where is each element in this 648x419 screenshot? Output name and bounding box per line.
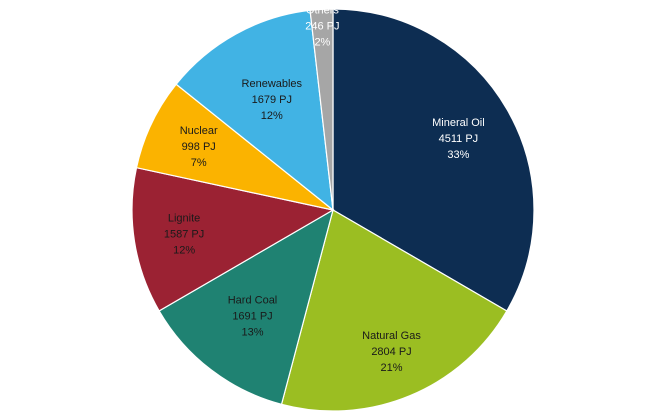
pie-value-lignite: 1587 PJ	[164, 229, 204, 241]
pie-percent-renewables: 12%	[261, 110, 283, 122]
pie-label-hard-coal: Hard Coal 1691 PJ 13%	[228, 294, 278, 338]
pie-slice-mineral-oil	[332, 8, 535, 312]
pie-slice-hard-coal	[158, 208, 334, 406]
pie-label-mineral-oil: Mineral Oil	[432, 117, 485, 129]
pie-label-nuclear: Nuclear	[180, 125, 218, 137]
pie-labels: Mineral Oil 4511 PJ 33% Natural Gas 2804 PJ 2…	[164, 4, 485, 374]
pie-label-others: Others	[306, 4, 340, 16]
pie-label-lignite: Lignite 1587 PJ 12%	[164, 213, 204, 257]
pie-label-hard-coal: Hard Coal	[228, 294, 278, 306]
pie-value-others: 246 PJ	[305, 20, 339, 32]
pie-slice-lignite	[131, 166, 335, 312]
pie-value-mineral-oil: 4511 PJ	[439, 133, 479, 145]
pie-label-natural-gas: Natural Gas 2804 PJ 21%	[362, 330, 421, 374]
pie-label-natural-gas: Natural Gas	[362, 330, 421, 342]
pie-percent-hard-coal: 13%	[241, 326, 263, 338]
pie-label-renewables: Renewables 1679 PJ 12%	[242, 78, 303, 122]
pie-percent-others: 2%	[314, 36, 330, 48]
pie-slice-natural-gas	[280, 209, 508, 412]
pie-value-hard-coal: 1691 PJ	[232, 310, 272, 322]
pie-slice-renewables	[175, 9, 334, 212]
pie-value-nuclear: 998 PJ	[182, 141, 216, 153]
pie-label-lignite: Lignite	[168, 213, 200, 225]
pie-label-others: Others 246 PJ 2%	[305, 4, 339, 48]
pie-label-nuclear: Nuclear 998 PJ 7%	[180, 125, 218, 169]
pie-value-natural-gas: 2804 PJ	[371, 346, 411, 358]
pie-percent-natural-gas: 21%	[380, 362, 402, 374]
pie-label-mineral-oil: Mineral Oil 4511 PJ 33%	[432, 117, 485, 161]
pie-percent-nuclear: 7%	[191, 157, 207, 169]
pie-label-renewables: Renewables	[242, 78, 303, 90]
pie-value-renewables: 1679 PJ	[252, 94, 292, 106]
pie-percent-mineral-oil: 33%	[447, 149, 469, 161]
pie-slices	[131, 8, 535, 412]
pie-percent-lignite: 12%	[173, 245, 195, 257]
pie-slice-others	[309, 8, 334, 211]
